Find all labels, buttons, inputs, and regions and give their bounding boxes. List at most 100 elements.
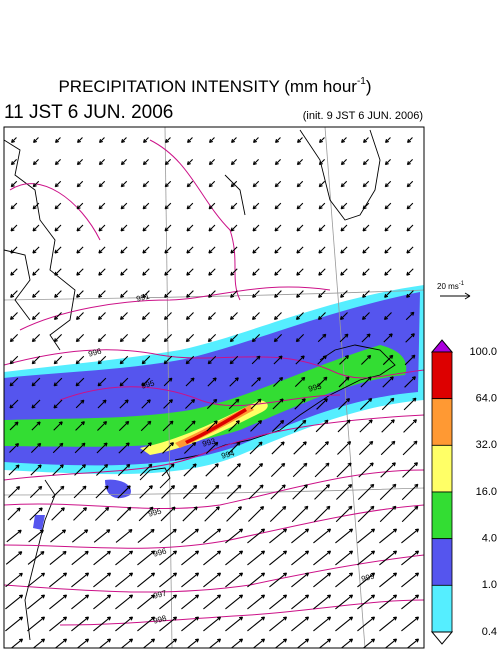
wind-arrow (270, 484, 286, 500)
wind-arrow (229, 333, 239, 343)
wind-arrow (339, 312, 348, 321)
colorbar-segment (431, 538, 453, 586)
wind-arrow (76, 638, 90, 648)
wind-arrow (384, 202, 392, 210)
wind-arrow (296, 638, 310, 648)
wind-arrow (247, 594, 266, 610)
wind-arrow (406, 246, 414, 254)
wind-arrow (53, 355, 63, 365)
wind-arrow (10, 638, 24, 648)
wind-arrow (52, 464, 64, 476)
wind-arrow (98, 268, 106, 276)
wind-arrow (182, 484, 198, 499)
wind-arrow (318, 159, 325, 166)
wind-arrow (5, 594, 24, 610)
wind-arrow (292, 484, 308, 500)
wind-arrow (401, 594, 420, 610)
wind-arrow (208, 180, 216, 188)
wind-arrow (292, 462, 308, 478)
wind-arrow (339, 355, 349, 365)
wind-arrow (76, 202, 84, 210)
wind-arrow (76, 290, 84, 298)
wind-arrow (274, 638, 288, 648)
title: PRECIPITATION INTENSITY (mm hour-1) (58, 76, 371, 97)
wind-arrow (335, 572, 354, 588)
wind-arrow (336, 462, 352, 478)
wind-arrow (274, 159, 281, 166)
wind-arrow (251, 355, 261, 365)
wind-arrow (274, 137, 281, 144)
wind-arrow (93, 616, 112, 632)
wind-arrow (381, 397, 395, 411)
wind-arrow (336, 483, 353, 500)
wind-arrow (141, 312, 150, 321)
wind-arrow (405, 311, 415, 321)
wind-arrow (164, 290, 172, 298)
wind-arrow (296, 159, 303, 166)
wind-arrow (139, 463, 153, 477)
wind-arrow (274, 246, 282, 254)
wind-arrow (115, 572, 134, 588)
wind-arrow (406, 290, 414, 298)
wind-arrow (313, 505, 331, 523)
wind-arrow (379, 550, 398, 566)
wind-arrow (163, 399, 173, 409)
init-time: (init. 9 JST 6 JUN. 2006) (303, 110, 423, 122)
wind-arrow (142, 137, 149, 144)
wind-arrow (32, 268, 40, 276)
colorbar-label: 32.0 (476, 439, 497, 451)
wind-arrow (137, 594, 156, 610)
wind-arrow (230, 638, 244, 648)
wind-arrow (208, 638, 222, 648)
wind-arrow (269, 550, 288, 566)
wind-arrow (269, 572, 288, 588)
wind-arrow (27, 551, 45, 565)
wind-arrow (382, 354, 394, 366)
wind-arrow (49, 550, 67, 565)
wind-arrow (27, 572, 46, 588)
wind-arrow (8, 485, 21, 498)
wind-arrow (54, 180, 62, 188)
wind-arrow (76, 224, 84, 232)
wind-arrow (379, 572, 398, 588)
wind-arrow (140, 420, 152, 432)
wind-arrow (294, 376, 306, 388)
wind-arrow (53, 421, 63, 431)
wind-arrow (406, 137, 413, 144)
wind-arrow (140, 442, 152, 454)
wind-arrow (74, 464, 86, 476)
wind-arrow (384, 638, 398, 648)
wind-arrow (120, 224, 128, 232)
wind-arrow (291, 594, 310, 610)
wind-arrow (340, 638, 354, 648)
wind-arrow (296, 246, 304, 254)
precip-red (185, 408, 247, 444)
wind-arrow (160, 506, 176, 522)
isobar (19, 286, 331, 331)
wind-arrow (159, 594, 178, 610)
wind-arrow (251, 333, 261, 343)
wind-arrow (141, 355, 151, 365)
contour-label: 995 (140, 378, 156, 390)
wind-arrow (291, 528, 310, 544)
wind-arrow (381, 419, 395, 433)
wind-arrow (361, 354, 372, 365)
wind-arrow (225, 594, 244, 610)
wind-arrow (49, 594, 68, 610)
wind-arrow (54, 159, 61, 166)
wind-arrow (203, 550, 222, 566)
wind-arrow (207, 333, 217, 343)
wind-arrow (252, 638, 266, 648)
wind-arrow (274, 180, 282, 188)
wind-arrow (357, 528, 376, 544)
wind-arrow (340, 159, 347, 166)
wind-scale-label: 20 ms-1 (437, 281, 465, 292)
wind-arrow (205, 463, 219, 477)
wind-arrow (401, 505, 419, 523)
wind-arrow (164, 268, 172, 276)
wind-arrow (401, 572, 420, 588)
wind-arrow (357, 616, 376, 632)
wind-arrow (181, 550, 200, 566)
wind-arrow (74, 442, 86, 454)
